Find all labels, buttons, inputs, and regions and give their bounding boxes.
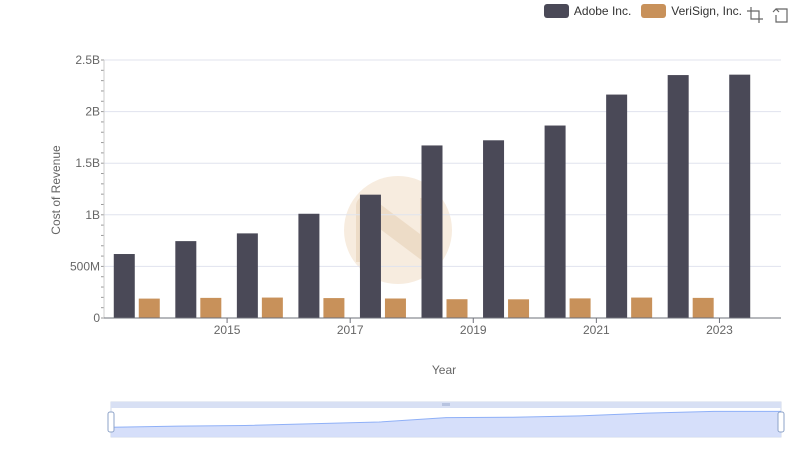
bar-adobe (544, 125, 566, 318)
y-tick-label: 1B (85, 208, 100, 222)
legend: Adobe Inc. VeriSign, Inc. (543, 4, 742, 18)
legend-item-adobe[interactable]: Adobe Inc. (543, 4, 632, 18)
bar-adobe (298, 213, 320, 318)
y-axis-label: Cost of Revenue (49, 145, 63, 235)
legend-item-verisign[interactable]: VeriSign, Inc. (641, 4, 742, 18)
bar-verisign (631, 297, 653, 318)
bar-verisign (138, 298, 160, 318)
x-tick-label: 2017 (337, 323, 364, 337)
bar-verisign (508, 299, 530, 318)
legend-label-verisign: VeriSign, Inc. (671, 4, 742, 18)
slider-handle-right[interactable] (777, 411, 785, 433)
bar-verisign (323, 298, 345, 318)
slider-handle-left[interactable] (107, 411, 115, 433)
axes: 0 500M 1B 1.5B 2B 2.5B 2015 2017 2019 2021 2023 (70, 53, 781, 337)
bar-verisign (569, 298, 591, 318)
bar-adobe (421, 145, 443, 318)
bar-adobe (113, 254, 135, 318)
x-tick-label: 2021 (583, 323, 610, 337)
y-tick-label: 500M (70, 259, 100, 273)
bar-adobe (483, 140, 505, 318)
toolbox (746, 6, 790, 24)
slider-area (111, 411, 781, 437)
y-tick-label: 2B (85, 105, 100, 119)
bar-verisign (261, 297, 283, 318)
y-tick-label: 1.5B (75, 156, 100, 170)
x-tick-label: 2019 (460, 323, 487, 337)
bar-adobe (729, 74, 751, 318)
y-tick-label: 0 (93, 311, 100, 325)
slider-line (110, 410, 782, 428)
bar-verisign (200, 297, 222, 318)
bar-adobe (236, 233, 258, 318)
bar-adobe (175, 241, 197, 318)
bar-verisign (384, 298, 406, 318)
legend-label-adobe: Adobe Inc. (573, 4, 632, 18)
x-axis-label: Year (432, 363, 456, 377)
slider-grip (442, 403, 450, 406)
zoom-icon[interactable] (746, 6, 764, 24)
legend-swatch-adobe (543, 4, 569, 18)
bar-verisign (692, 297, 714, 318)
bar-adobe (606, 94, 628, 319)
legend-swatch-verisign (641, 4, 667, 18)
x-tick-label: 2023 (706, 323, 733, 337)
bar-adobe (359, 194, 381, 318)
x-tick-label: 2015 (214, 323, 241, 337)
restore-icon[interactable] (772, 6, 790, 24)
y-tick-label: 2.5B (75, 53, 100, 67)
bar-verisign (446, 299, 468, 318)
bar-adobe (667, 75, 689, 318)
data-zoom-slider[interactable] (107, 401, 785, 438)
bars (113, 74, 751, 319)
